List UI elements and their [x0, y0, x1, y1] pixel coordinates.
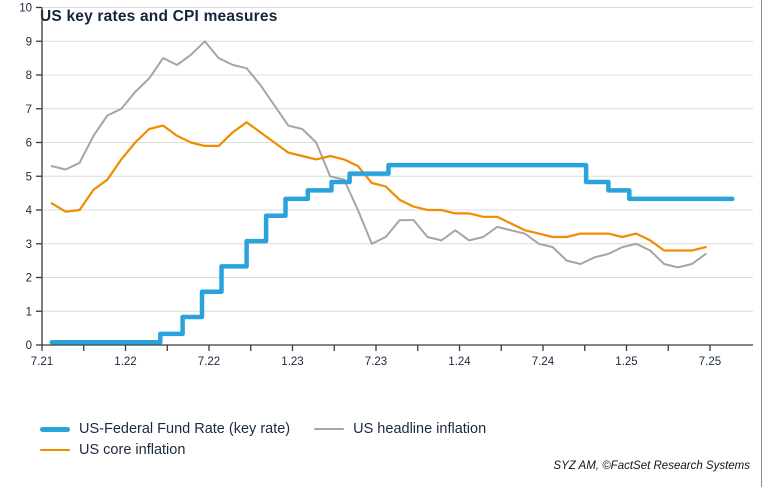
series-line-headline-inflation [50, 40, 707, 269]
y-tick-label: 8 [26, 70, 32, 82]
x-tick-label: 1.25 [615, 356, 637, 368]
y-tick-label: 7 [26, 104, 32, 116]
x-tick-label: 7.21 [31, 356, 53, 368]
y-tick-label: 9 [26, 36, 32, 48]
y-tick-label: 10 [19, 3, 32, 15]
key-rate-line-swatch [40, 426, 70, 432]
headline-inflation-line-swatch [314, 427, 345, 431]
core-inflation-line-swatch [40, 448, 70, 452]
x-tick-label: 1.24 [448, 356, 471, 368]
legend-label-core-inflation: US core inflation [79, 442, 186, 458]
x-tick-label: 7.24 [532, 356, 555, 368]
chart-title: US key rates and CPI measures [40, 8, 278, 25]
legend-label-key-rate: US-Federal Fund Rate (key rate) [79, 421, 291, 437]
y-tick-label: 0 [26, 340, 32, 352]
x-tick-label: 1.23 [281, 356, 303, 368]
legend-item-headline-inflation: US headline inflation [314, 419, 486, 439]
chart-legend: US-Federal Fund Rate (key rate) US headl… [40, 419, 740, 461]
legend-row: US-Federal Fund Rate (key rate) US headl… [40, 419, 740, 439]
y-tick-label: 4 [26, 205, 33, 217]
y-tick-label: 2 [26, 273, 32, 285]
legend-row: US core inflation [40, 440, 740, 460]
x-tick-label: 1.22 [114, 356, 136, 368]
series-line-core-inflation [50, 121, 707, 252]
x-tick-label: 7.25 [699, 356, 721, 368]
x-tick-label: 7.22 [198, 356, 220, 368]
legend-item-core-inflation: US core inflation [40, 440, 185, 460]
y-tick-label: 5 [26, 171, 32, 183]
y-tick-label: 6 [26, 138, 32, 150]
series-line-key-rate [49, 162, 735, 345]
y-tick-label: 3 [26, 239, 32, 251]
legend-item-key-rate: US-Federal Fund Rate (key rate) [40, 419, 290, 439]
y-tick-label: 1 [26, 306, 32, 318]
chart-plot-area: 0 1 2 3 4 5 6 7 8 9 10 7.21 1.22 7.22 1.23 7.23 1.24 7.24… [19, 3, 753, 368]
x-tick-label: 7.23 [365, 356, 387, 368]
source-attribution: SYZ AM, ©FactSet Research Systems [553, 460, 750, 472]
legend-label-headline-inflation: US headline inflation [353, 421, 487, 437]
